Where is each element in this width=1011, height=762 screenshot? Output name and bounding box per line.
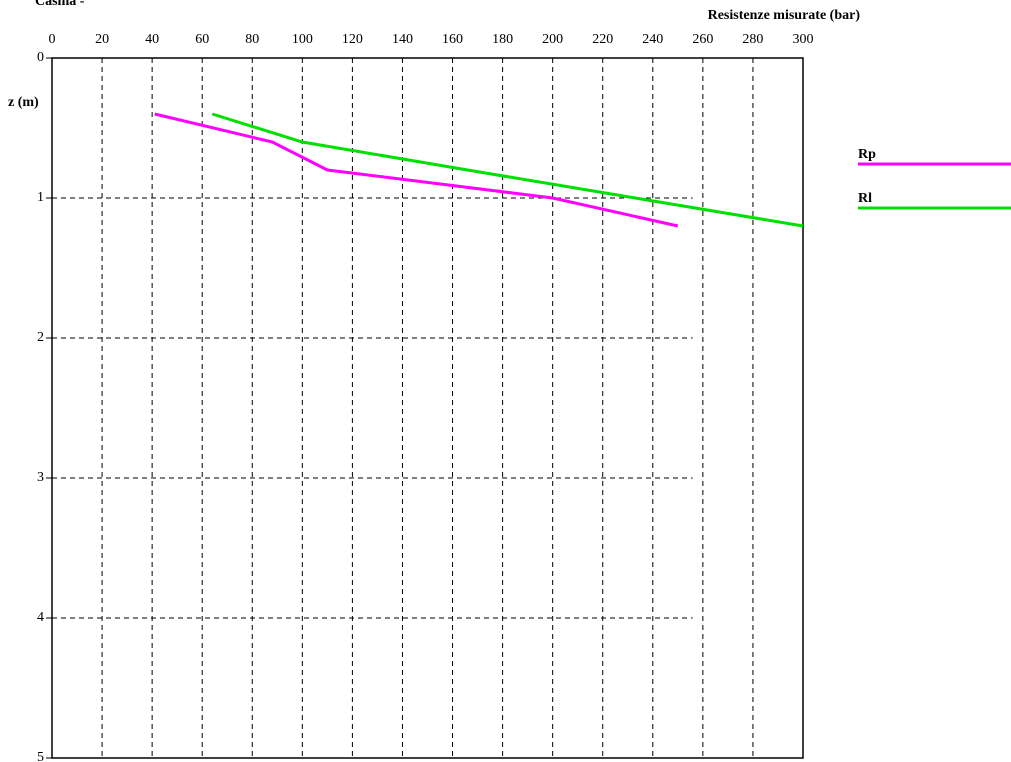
- x-tick-label: 240: [642, 32, 663, 47]
- x-tick-label: 160: [442, 32, 463, 47]
- y-tick-label: 3: [37, 470, 44, 485]
- x-tick-label: 80: [245, 32, 259, 47]
- series-line: [211, 112, 804, 228]
- x-tick-label: 280: [742, 32, 763, 47]
- x-axis-label: Resistenze misurate (bar): [708, 8, 861, 23]
- chart-title: Casina -: [35, 0, 85, 9]
- y-tick-label: 4: [37, 610, 44, 625]
- x-tick-label: 260: [692, 32, 713, 47]
- x-tick-label: 120: [342, 32, 363, 47]
- legend-label: Rl: [858, 191, 872, 206]
- legend-label: Rp: [858, 147, 876, 162]
- y-tick-label: 2: [37, 330, 44, 345]
- x-tick-label: 140: [392, 32, 413, 47]
- y-tick-label: 0: [37, 50, 44, 65]
- plot-frame: [51, 57, 804, 759]
- x-tick-label: 100: [292, 32, 313, 47]
- x-tick-label: 20: [95, 32, 109, 47]
- series-line: [154, 112, 679, 228]
- x-tick-label: 220: [592, 32, 613, 47]
- x-tick-label: 300: [793, 32, 814, 47]
- x-tick-label: 200: [542, 32, 563, 47]
- x-tick-label: 60: [195, 32, 209, 47]
- x-tick-label: 180: [492, 32, 513, 47]
- x-tick-label: 0: [49, 32, 56, 47]
- y-tick-label: 5: [37, 750, 44, 762]
- x-tick-label: 40: [145, 32, 159, 47]
- y-tick-label: 1: [37, 190, 44, 205]
- y-axis-label: z (m): [8, 95, 39, 110]
